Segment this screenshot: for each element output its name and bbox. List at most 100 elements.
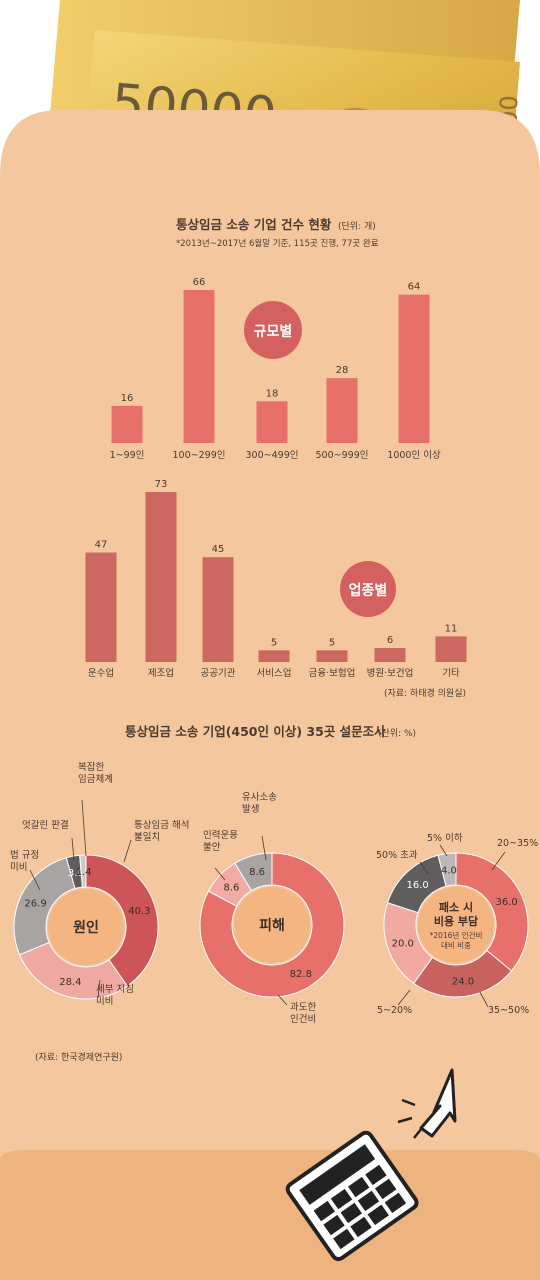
calculator-key <box>330 1188 353 1210</box>
bar <box>326 378 358 443</box>
donut-category-label: 임금체계 <box>78 773 113 785</box>
bar-value-label: 73 <box>155 479 168 490</box>
leader-line <box>277 994 288 1006</box>
donut-value-label: 82.8 <box>290 969 312 980</box>
donut-category-label: 5% 이하 <box>427 832 463 844</box>
bar <box>202 557 234 662</box>
bar-category-label: 금융·보험업 <box>309 667 356 679</box>
donut-center-label: 피해 <box>259 918 285 934</box>
bar <box>145 492 177 662</box>
donut-center-note: *2016년 인건비 <box>430 930 483 940</box>
donut-category-label: 통상임금 해석 <box>134 819 189 831</box>
donut-center <box>48 889 124 965</box>
chart1-unit: (단위: 개) <box>338 221 376 232</box>
leader-line <box>97 979 101 999</box>
badge-size: 규모별 <box>244 301 302 359</box>
survey-title: 통상임금 소송 기업(450인 이상) 35곳 설문조사 <box>125 724 386 739</box>
donut-category-label: 불일치 <box>134 831 160 843</box>
calculator-icon <box>285 1130 419 1262</box>
bar-category-label: 제조업 <box>148 667 174 679</box>
survey-source: (자료: 한국경제연구원) <box>35 1051 122 1063</box>
bar-category-label: 서비스업 <box>257 667 292 679</box>
calculator-key <box>374 1178 397 1200</box>
bar-value-label: 6 <box>387 635 393 646</box>
donut-category-label: 유사소송 <box>242 792 277 803</box>
donut-category-label: 불안 <box>203 842 221 853</box>
leader-line <box>29 869 41 891</box>
bar <box>85 552 117 662</box>
donut-category-label: 미비 <box>96 996 113 1007</box>
badge-size-label: 규모별 <box>254 323 293 340</box>
bar <box>258 650 290 662</box>
bar-chart-industry: 47 운수업 73 제조업 45 공공기관 5 서비스업 5 금융·보험업 6 병원·보건업 11 기타 <box>85 479 467 679</box>
calculator-key <box>313 1200 336 1222</box>
donut-category-label: 20~35% <box>497 838 538 849</box>
bar-category-label: 운수업 <box>88 667 114 679</box>
donut-category-label: 5~20% <box>377 1005 412 1016</box>
bar-value-label: 5 <box>329 637 335 648</box>
donut-value-label: 40.3 <box>128 906 150 917</box>
bar <box>111 405 143 443</box>
donut-segment <box>79 854 87 888</box>
leader-line <box>419 861 429 875</box>
donut-value-label: 4.0 <box>441 865 457 876</box>
donut-value-label: 20.0 <box>392 938 414 949</box>
donut-center-label: 패소 시 <box>439 900 473 914</box>
calculator-key <box>357 1190 380 1212</box>
donut-segment <box>199 852 345 998</box>
donut-value-label: 8.6 <box>249 867 265 878</box>
bar-value-label: 18 <box>266 388 279 399</box>
donut-value-label: 3.0 <box>68 868 84 879</box>
donut-category-label: 미비 <box>10 862 27 873</box>
donut-category-label: 발생 <box>242 804 259 815</box>
bar-category-label: 1~99인 <box>110 450 145 461</box>
calculator-key <box>323 1214 345 1236</box>
leader-line <box>81 799 87 857</box>
donut-center-label: 비용 부담 <box>434 914 478 928</box>
donut-center-label: 원인 <box>73 919 99 936</box>
donut-category-label: 35~50% <box>488 1005 529 1016</box>
donut-value-label: 16.0 <box>407 880 429 891</box>
bar-value-label: 45 <box>212 544 225 555</box>
bar <box>435 636 467 662</box>
bar-category-label: 1000인 이상 <box>387 450 441 461</box>
donut-segment <box>18 941 128 1000</box>
donut-value-label: 1.4 <box>76 867 92 878</box>
badge-industry-label: 업종별 <box>349 582 388 599</box>
donut-center <box>418 887 494 963</box>
donut-category-label: 인력운용 <box>203 829 238 841</box>
donut-value-label: 28.4 <box>59 977 81 988</box>
donut-category-label: 엇갈린 판결 <box>22 819 69 831</box>
calculator-key <box>367 1204 389 1226</box>
donut-category-label: 50% 초과 <box>376 850 418 861</box>
donut-value-label: 36.0 <box>496 897 518 908</box>
donut-segment <box>437 852 457 887</box>
donut-value-label: 24.0 <box>452 977 474 988</box>
bar-category-label: 100~299인 <box>173 450 226 461</box>
donut-segment <box>455 852 529 972</box>
bar-category-label: 병원·보건업 <box>367 667 414 679</box>
donut-category-label: 인건비 <box>290 1014 316 1025</box>
survey-unit: (단위: %) <box>378 728 416 739</box>
calculator-key <box>348 1176 370 1198</box>
bar-category-label: 500~999인 <box>316 450 369 461</box>
leader-line <box>479 991 489 1008</box>
cursor-arrow-icon <box>397 1068 457 1139</box>
badge-industry: 업종별 <box>340 561 396 617</box>
donut-category-label: 과도한 <box>290 1002 316 1013</box>
bar-category-label: 300~499인 <box>246 450 299 461</box>
calculator-key <box>350 1216 372 1238</box>
bar-value-label: 11 <box>445 623 458 634</box>
bar-value-label: 5 <box>271 637 277 648</box>
bar-value-label: 28 <box>336 365 349 376</box>
leader-line <box>71 837 75 861</box>
donut-center <box>234 887 310 963</box>
bar-value-label: 66 <box>193 277 206 288</box>
bar <box>316 650 348 662</box>
donut-center-note: 대비 비중 <box>441 941 471 950</box>
leader-line <box>491 851 506 871</box>
leader-line <box>397 989 411 1006</box>
bar-value-label: 47 <box>95 540 108 551</box>
